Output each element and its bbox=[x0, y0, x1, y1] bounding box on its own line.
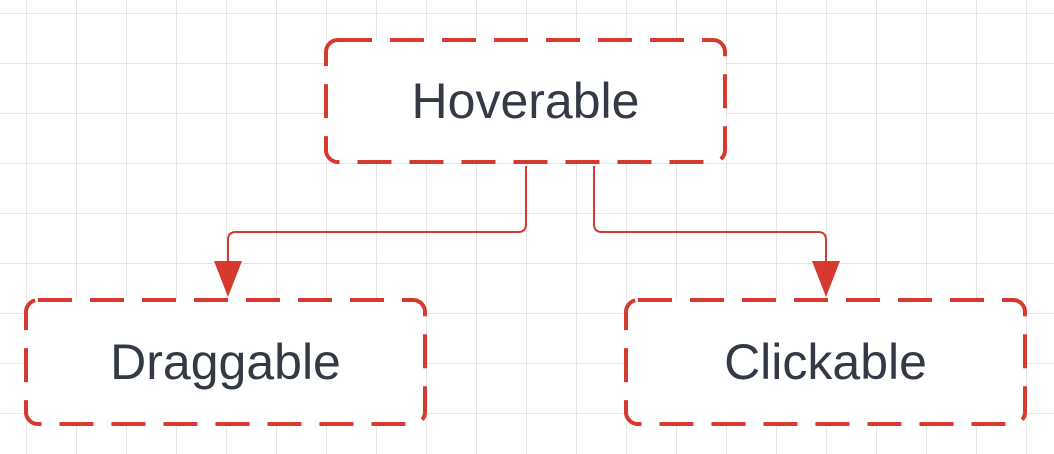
node-clickable[interactable]: Clickable bbox=[624, 298, 1027, 426]
node-hoverable[interactable]: Hoverable bbox=[324, 38, 727, 164]
connector-line bbox=[227, 166, 527, 262]
edge-hoverable-to-clickable[interactable] bbox=[593, 166, 840, 297]
node-label: Draggable bbox=[110, 334, 341, 390]
arrowhead-icon bbox=[214, 261, 242, 297]
edge-hoverable-to-draggable[interactable] bbox=[214, 166, 527, 297]
node-label: Hoverable bbox=[411, 73, 640, 129]
node-label: Clickable bbox=[724, 334, 927, 390]
node-draggable[interactable]: Draggable bbox=[24, 298, 427, 426]
arrowhead-icon bbox=[812, 261, 840, 297]
connector-line bbox=[593, 166, 827, 262]
